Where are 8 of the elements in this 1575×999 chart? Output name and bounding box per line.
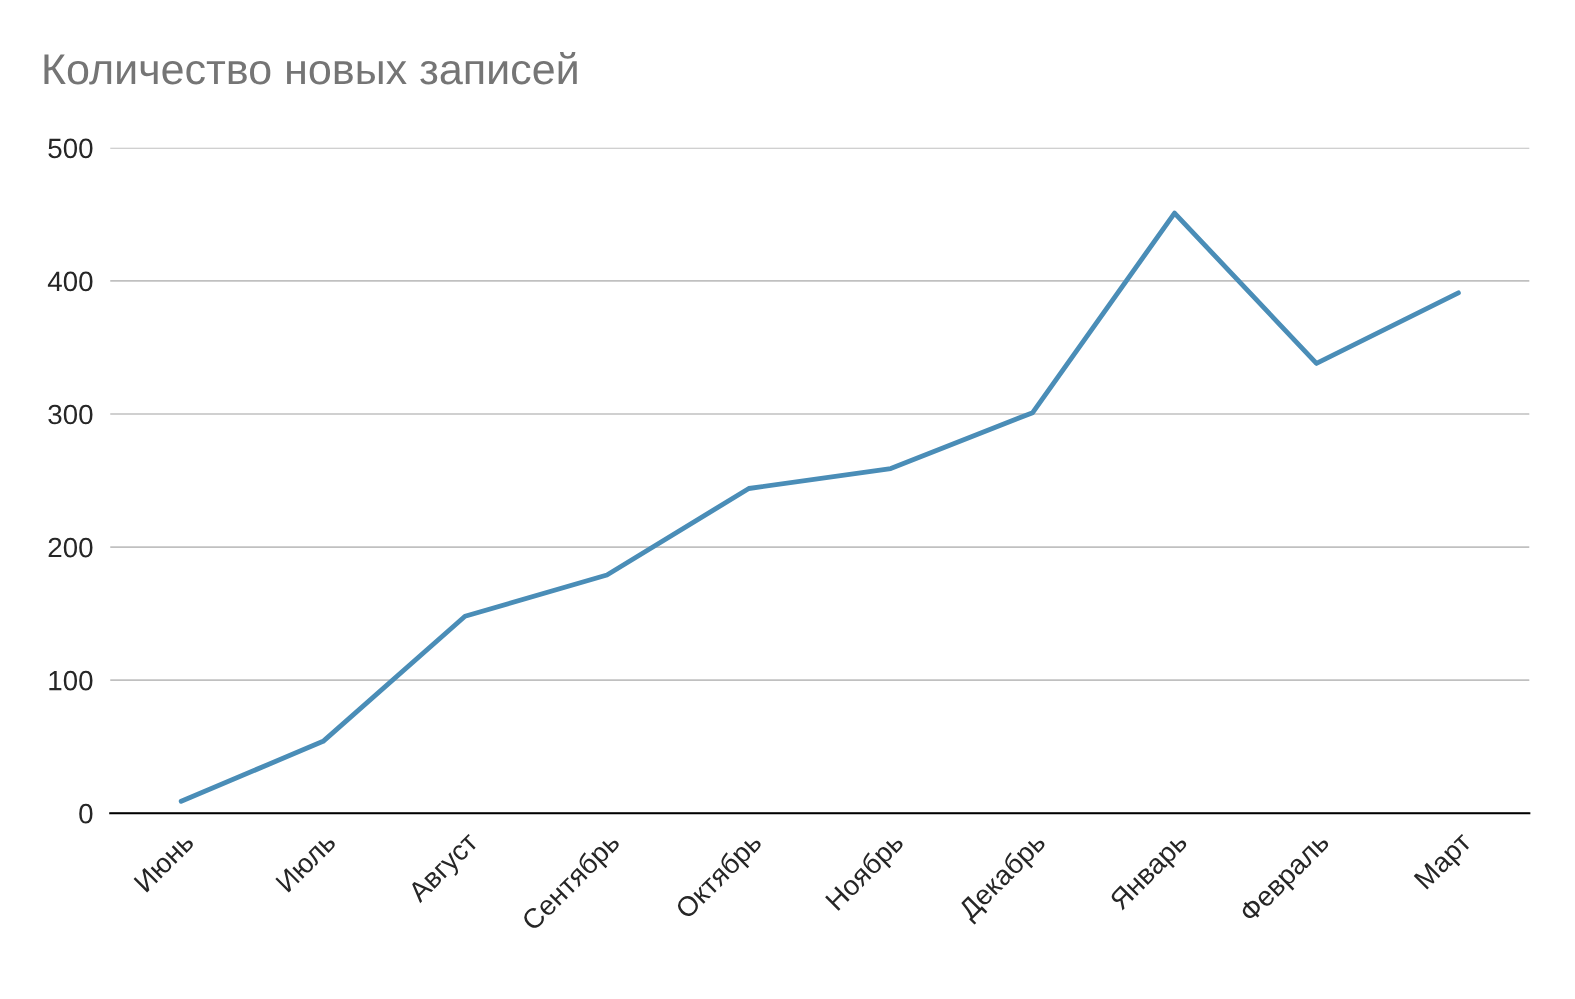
chart-title: Количество новых записей	[44, 52, 577, 85]
y-tick-label: 400	[47, 271, 93, 292]
y-tick-label: 200	[48, 537, 93, 558]
y-tick-label: 300	[48, 404, 93, 425]
y-tick-label: 0	[79, 803, 93, 824]
y-tick-label: 100	[49, 670, 93, 691]
line-series	[178, 210, 1461, 804]
y-tick-label: 500	[48, 138, 93, 159]
